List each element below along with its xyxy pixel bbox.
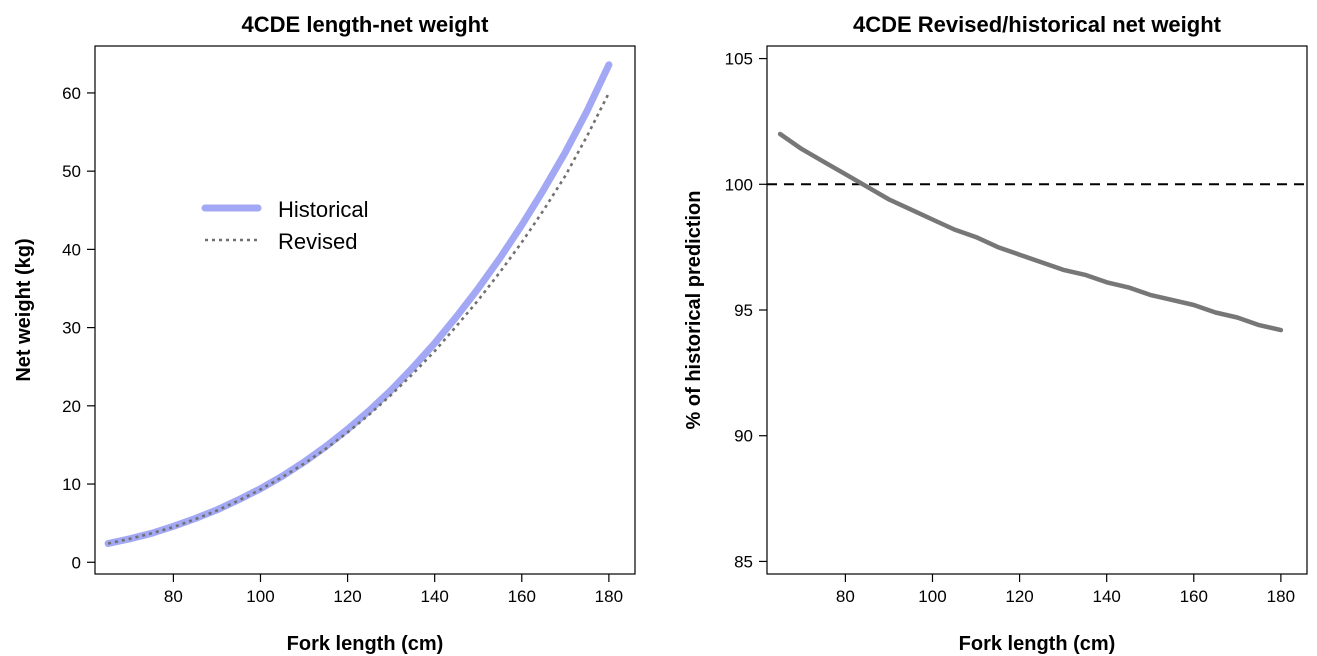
right-x-tick-label: 80 xyxy=(836,587,855,606)
left-y-tick-label: 20 xyxy=(62,397,81,416)
right-y-tick-label: 95 xyxy=(734,301,753,320)
revised-series-line xyxy=(107,92,611,545)
right-series-group xyxy=(767,131,1307,333)
right-y-tick-label: 90 xyxy=(734,427,753,446)
left-y-axis-label: Net weight (kg) xyxy=(13,238,35,381)
right-y-tick-label: 105 xyxy=(725,50,753,69)
right-y-tick-label: 85 xyxy=(734,552,753,571)
left-y-tick-label: 40 xyxy=(62,240,81,259)
left-chart-title: 4CDE length-net weight xyxy=(242,12,490,37)
left-y-tick-label: 10 xyxy=(62,475,81,494)
left-chart: 4CDE length-net weight Fork length (cm) … xyxy=(13,12,636,655)
left-x-tick-label: 160 xyxy=(508,587,536,606)
left-x-tick-label: 80 xyxy=(164,587,183,606)
left-y-axis: 0 10 20 30 40 50 60 xyxy=(62,84,95,572)
left-x-tick-label: 120 xyxy=(333,587,361,606)
left-x-tick-label: 140 xyxy=(420,587,448,606)
left-y-tick-label: 30 xyxy=(62,319,81,338)
right-chart: 4CDE Revised/historical net weight Fork … xyxy=(683,12,1308,655)
left-x-tick-label: 180 xyxy=(595,587,623,606)
right-y-tick-label: 100 xyxy=(725,175,753,194)
legend-revised-label: Revised xyxy=(278,229,357,254)
right-x-tick-label: 180 xyxy=(1267,587,1295,606)
right-plot-frame xyxy=(766,45,1308,575)
left-plot-frame xyxy=(94,45,636,575)
right-y-axis: 85 90 95 100 105 xyxy=(725,50,767,571)
legend: Historical Revised xyxy=(201,197,368,254)
right-x-tick-label: 140 xyxy=(1092,587,1120,606)
left-x-axis: 80 100 120 140 160 180 xyxy=(164,574,623,606)
legend-historical-label: Historical xyxy=(278,197,368,222)
left-x-axis-label: Fork length (cm) xyxy=(287,633,444,655)
historical-series-line xyxy=(104,61,613,547)
left-y-tick-label: 60 xyxy=(62,84,81,103)
right-x-axis: 80 100 120 140 160 180 xyxy=(836,574,1295,606)
right-x-axis-label: Fork length (cm) xyxy=(959,633,1116,655)
right-x-tick-label: 120 xyxy=(1005,587,1033,606)
left-y-tick-label: 0 xyxy=(72,553,81,572)
right-chart-title: 4CDE Revised/historical net weight xyxy=(853,12,1222,37)
right-x-tick-label: 100 xyxy=(918,587,946,606)
left-x-tick-label: 100 xyxy=(246,587,274,606)
right-x-tick-label: 160 xyxy=(1180,587,1208,606)
ratio-series-line xyxy=(777,131,1284,333)
right-y-axis-label: % of historical prediction xyxy=(683,191,705,430)
left-series-group xyxy=(104,61,613,547)
left-y-tick-label: 50 xyxy=(62,162,81,181)
